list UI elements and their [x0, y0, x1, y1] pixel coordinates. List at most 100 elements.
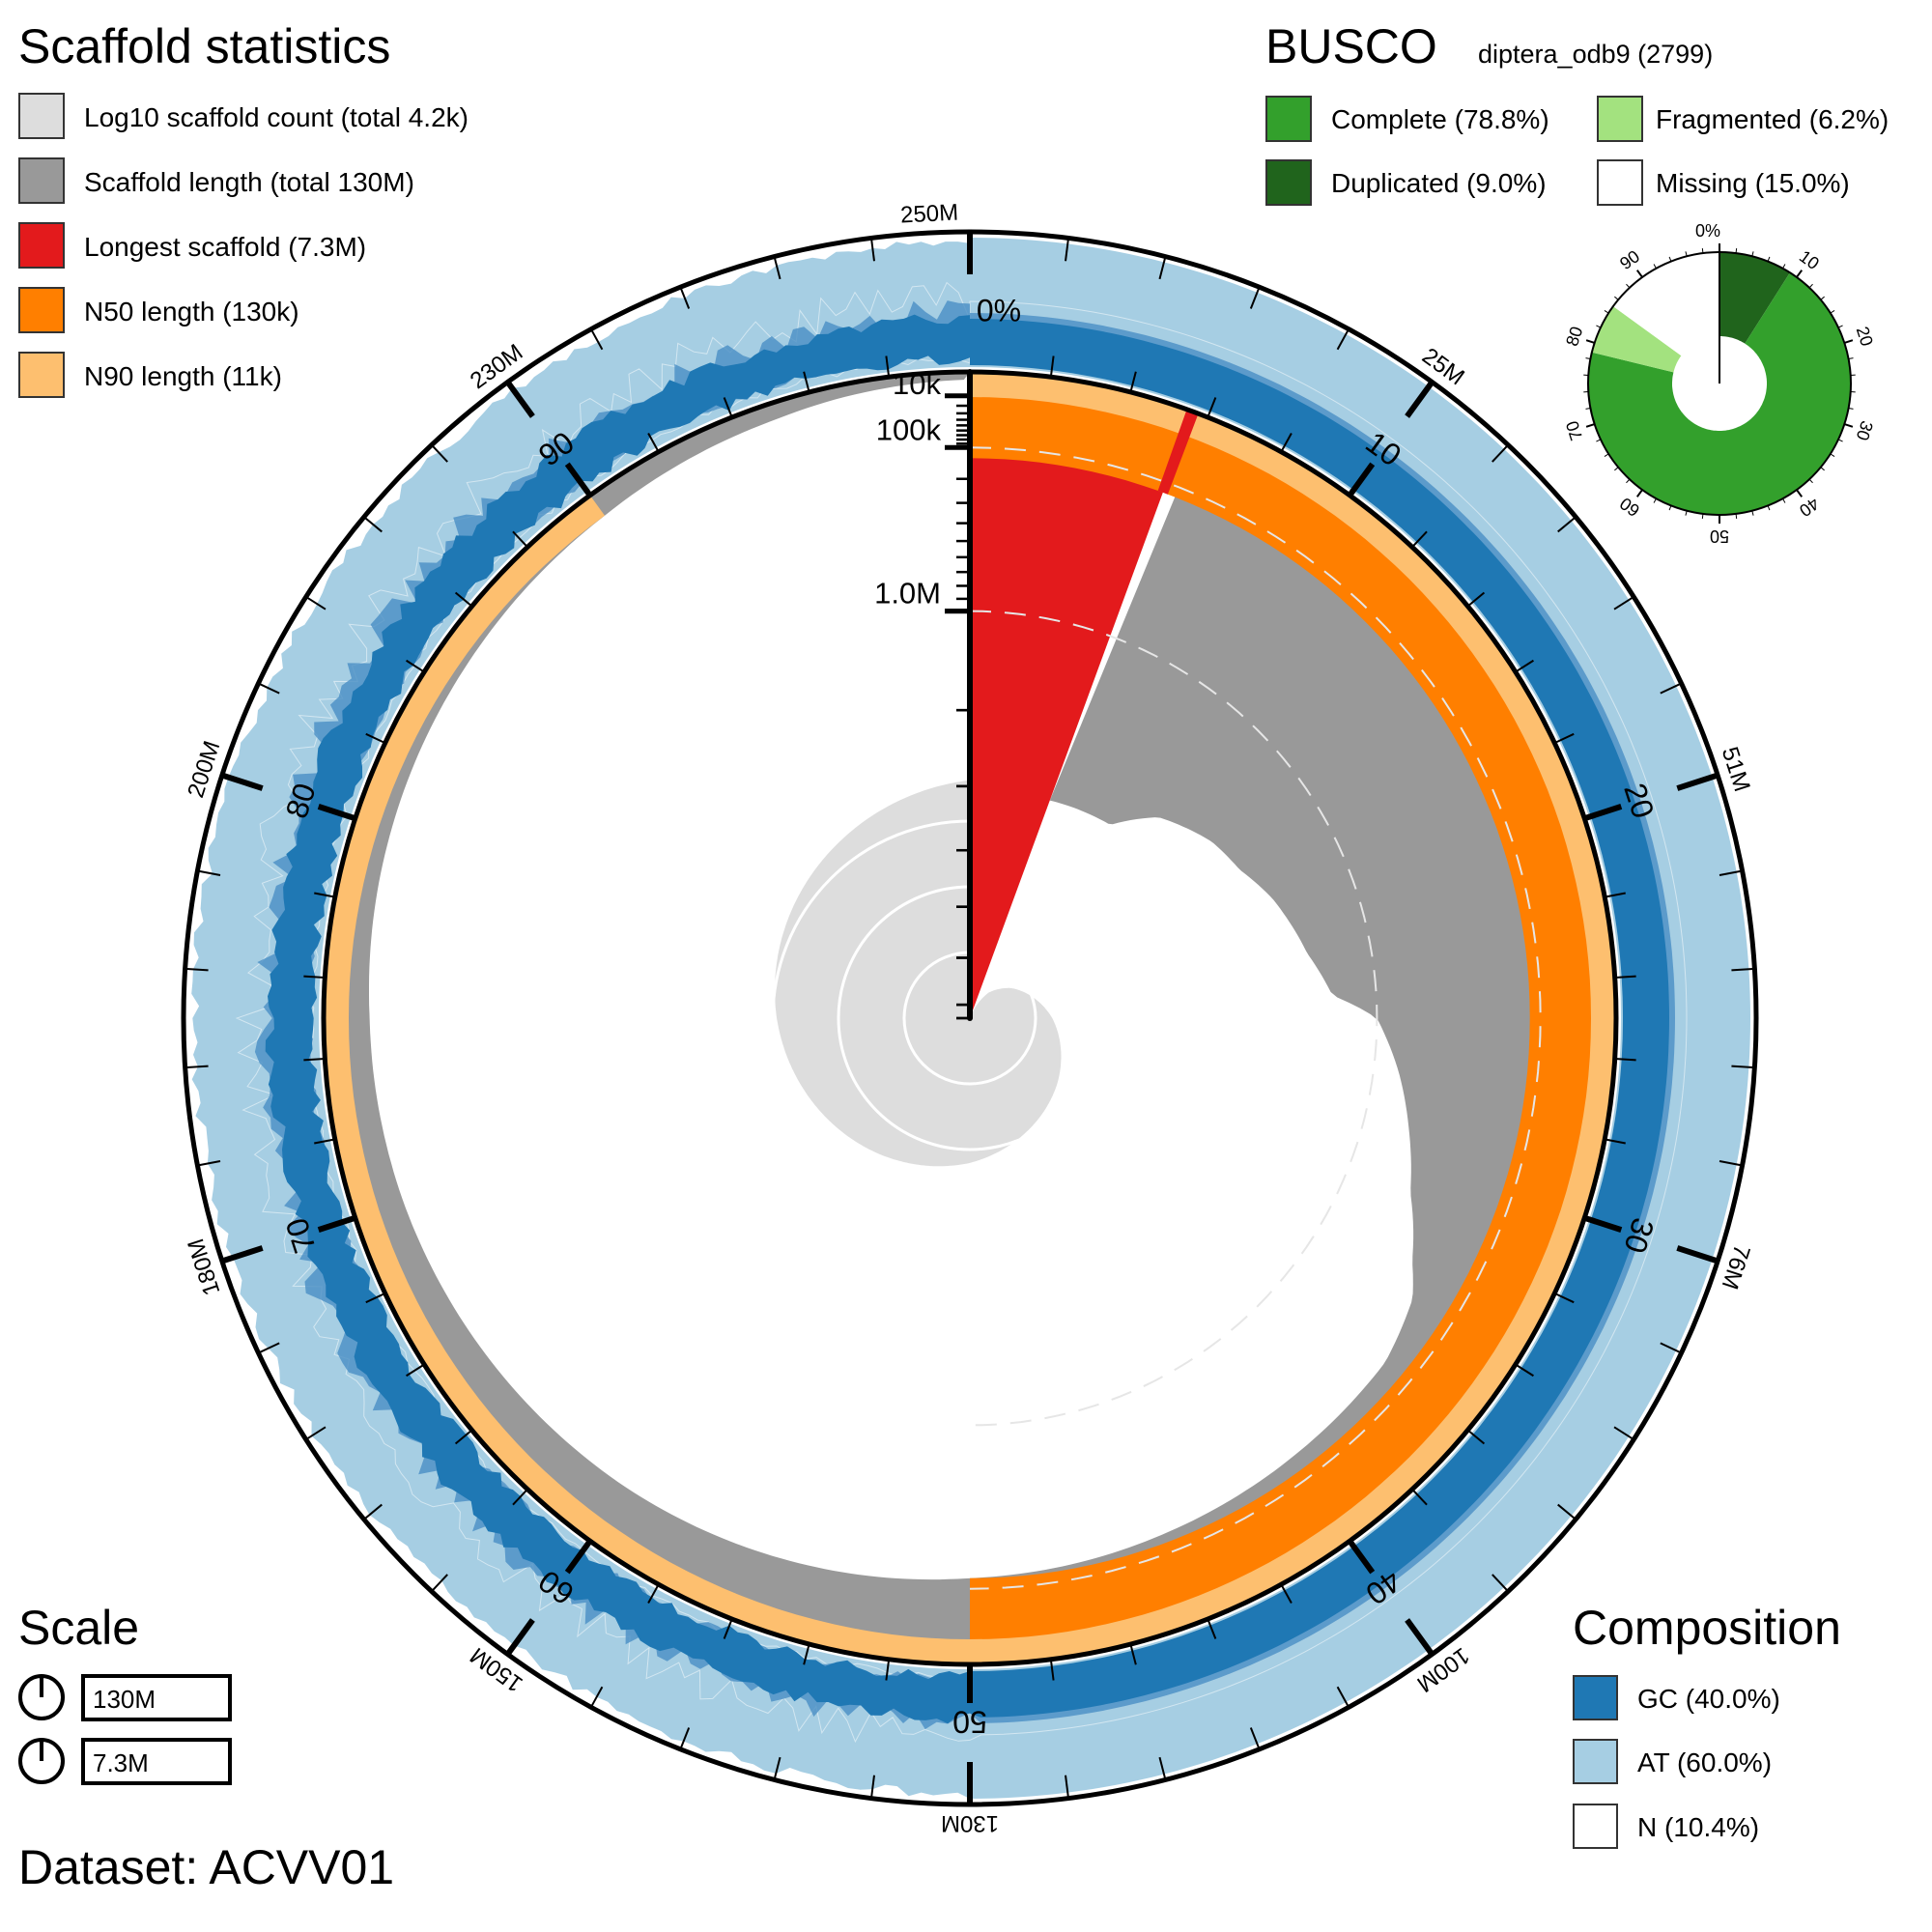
busco-title: BUSCO — [1265, 19, 1437, 73]
percent-tick — [885, 355, 891, 378]
busco-tick — [1782, 264, 1786, 270]
busco-tick — [1796, 489, 1804, 497]
length-tick — [1557, 516, 1577, 533]
length-tick — [1492, 443, 1509, 463]
length-tick — [1405, 1618, 1435, 1657]
busco-tick — [1596, 325, 1602, 328]
legend-swatch — [18, 287, 65, 333]
scale-box — [81, 1674, 232, 1721]
percent-tick — [1129, 371, 1137, 393]
percent-tick — [564, 1539, 593, 1575]
legend-item-scaffold-length: Scaffold length (total 130M) — [18, 157, 414, 204]
longest-scaffold-marker — [1157, 409, 1199, 495]
busco-tick — [1767, 505, 1771, 511]
legend-label: Complete (78.8%) — [1331, 104, 1549, 134]
legend-swatch — [1597, 159, 1643, 206]
length-tick — [185, 1065, 209, 1069]
length-tick — [1719, 1160, 1743, 1167]
composition-title: Composition — [1573, 1601, 1841, 1655]
percent-tick-label-group: 50 — [952, 1705, 987, 1740]
busco-tick — [1837, 439, 1843, 442]
percent-tick — [365, 732, 386, 745]
length-tick — [1249, 286, 1261, 309]
length-tick — [1336, 1686, 1350, 1708]
scale-value: 7.3M — [93, 1748, 149, 1777]
legend-item-fragmented: Fragmented (6.2%) — [1597, 96, 1889, 142]
length-tick — [1336, 328, 1350, 351]
busco-tick — [1604, 310, 1609, 314]
length-tick — [1557, 1503, 1577, 1520]
busco-tick — [1848, 407, 1854, 410]
percent-tick — [1604, 892, 1626, 898]
busco-tick — [1844, 339, 1854, 344]
length-tick-label: 250M — [899, 200, 958, 229]
busco-tick — [1820, 296, 1825, 300]
percent-tick — [1207, 397, 1217, 418]
length-tick-label-group: 150M — [466, 1642, 527, 1697]
busco-tick — [1808, 478, 1813, 484]
length-tick — [869, 238, 875, 262]
scaffold-legend-title: Scaffold statistics — [18, 19, 390, 73]
percent-tick — [512, 1488, 528, 1506]
composition-rings — [191, 238, 1751, 1799]
length-tick — [1731, 967, 1755, 972]
busco-tick — [1653, 264, 1657, 270]
percent-tick — [1049, 1659, 1055, 1681]
busco-fragmented-segment — [1591, 306, 1682, 373]
length-tick — [363, 516, 383, 533]
length-tick — [220, 1245, 264, 1264]
stopwatch-icon — [18, 1738, 65, 1784]
busco-tick — [1796, 270, 1804, 278]
scale-title: Scale — [18, 1601, 139, 1655]
percent-tick — [1583, 804, 1623, 822]
legend-swatch — [1573, 1739, 1618, 1784]
busco-tick — [1585, 339, 1595, 344]
length-tick — [1613, 1426, 1634, 1441]
reference-arc — [969, 446, 1542, 1590]
length-tick — [1405, 380, 1435, 418]
busco-tick — [1751, 251, 1754, 257]
busco-tick-label-group: 60 — [1616, 494, 1643, 521]
legend-item-at: AT (60.0%) — [1573, 1739, 1772, 1784]
percent-tick — [314, 1138, 336, 1145]
busco-tick — [1701, 248, 1704, 254]
busco-tick-label-group: 20 — [1853, 325, 1877, 349]
busco-tick-label-group: 10 — [1796, 246, 1823, 273]
busco-tick — [1735, 248, 1738, 254]
percent-tick — [1347, 1539, 1376, 1575]
percent-tick — [1515, 659, 1534, 673]
busco-tick — [1668, 256, 1672, 262]
scaffold-legend: Scaffold statistics Log10 scaffold count… — [18, 19, 469, 398]
scale-item-total: 130M — [18, 1674, 232, 1721]
scale-item-longest: 7.3M — [18, 1738, 232, 1785]
percent-tick — [1347, 462, 1376, 497]
percent-tick — [1466, 1429, 1486, 1445]
percent-tick — [1614, 1058, 1636, 1062]
length-tick — [773, 256, 781, 280]
busco-tick-label: 40 — [1796, 494, 1823, 521]
percent-tick — [406, 659, 425, 673]
busco-tick — [1735, 513, 1738, 519]
busco-tick-label: 10 — [1796, 246, 1823, 273]
scale-box — [81, 1738, 232, 1785]
legend-label: Duplicated (9.0%) — [1331, 168, 1547, 198]
percent-tick — [1207, 1618, 1217, 1639]
percent-tick — [1280, 432, 1293, 453]
busco-tick — [1848, 357, 1854, 360]
legend-label: AT (60.0%) — [1637, 1747, 1772, 1777]
percent-tick — [1604, 1138, 1626, 1145]
busco-tick — [1635, 489, 1643, 497]
reference-arc — [969, 610, 1378, 1427]
percent-tick — [564, 462, 593, 497]
scale-value: 130M — [93, 1685, 156, 1714]
busco-tick — [1837, 325, 1843, 328]
percent-tick — [1049, 355, 1055, 378]
percent-tick — [317, 1214, 356, 1233]
length-tick — [197, 1160, 221, 1167]
composition-legend: Composition GC (40.0%) AT (60.0%) N (10.… — [1573, 1601, 1841, 1849]
busco-tick — [1830, 453, 1835, 457]
busco-tick-label: 50 — [1710, 526, 1729, 546]
length-tick — [220, 772, 264, 791]
legend-swatch — [18, 93, 65, 139]
legend-item-gc: GC (40.0%) — [1573, 1675, 1780, 1720]
